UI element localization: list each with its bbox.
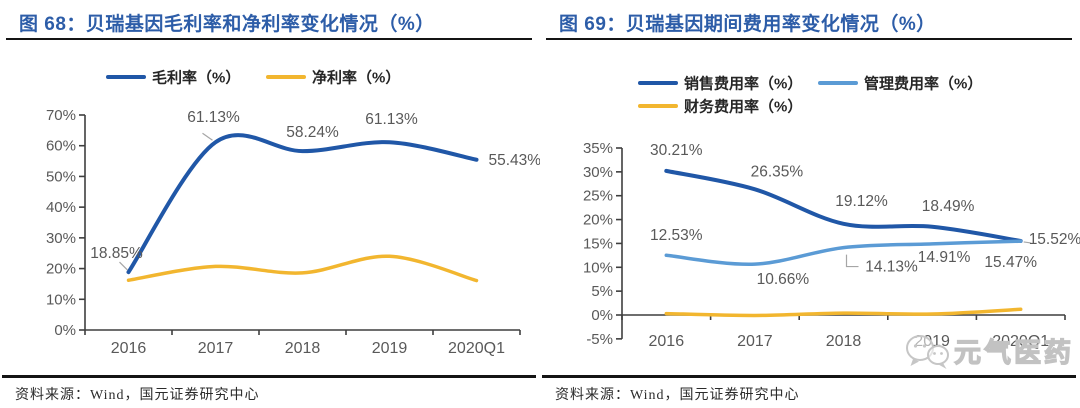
data-label: 61.13%	[187, 109, 240, 126]
x-tick-label: 2020Q1	[448, 340, 505, 357]
legend-label: 财务费用率（%）	[684, 98, 802, 116]
series-line-2	[664, 307, 1023, 318]
y-tick-label: 10%	[46, 291, 76, 308]
y-tick-label: 15%	[583, 235, 613, 252]
series-line-0	[664, 168, 1023, 243]
y-tick-label: 60%	[46, 138, 76, 155]
y-tick-label: 50%	[46, 168, 76, 185]
y-tick-label: 20%	[46, 261, 76, 278]
data-label: 14.13%	[865, 259, 918, 276]
data-label: 15.52%	[1029, 231, 1080, 248]
x-tick-label: 2018	[285, 340, 321, 357]
x-tick-label: 2016	[649, 333, 685, 350]
y-tick-label: 25%	[583, 188, 613, 205]
data-label: 19.12%	[835, 193, 888, 210]
label-leader-line	[119, 261, 128, 271]
figure-68-chart: 70% 60% 50% 40% 30% 20% 10% 0% 2016 2017 2018 2019 2…	[46, 69, 541, 358]
y-tick-label: -5%	[586, 331, 613, 348]
figure-69-source: 资料来源：Wind，国元证券研究中心	[555, 388, 800, 403]
data-label: 26.35%	[751, 163, 804, 180]
x-tick-label: 2020Q1	[992, 333, 1049, 350]
legend-label: 销售费用率（%）	[684, 75, 802, 93]
data-label: 14.91%	[918, 249, 971, 266]
y-tick-label: 5%	[591, 283, 613, 300]
data-label: 18.85%	[90, 245, 143, 262]
figure-69-bottom-divider	[542, 375, 1076, 378]
x-tick-label: 2018	[826, 333, 862, 350]
data-label: 10.66%	[757, 271, 810, 288]
series-line-1	[664, 239, 1023, 266]
figure-68-panel: 图 68：贝瑞基因毛利率和净利率变化情况（%） 70% 60% 50% 40% 30% 2…	[2, 0, 541, 403]
legend-label: 净利率（%）	[312, 69, 400, 87]
data-label: 15.47%	[984, 254, 1037, 271]
data-label: 12.53%	[650, 227, 703, 244]
data-label: 30.21%	[650, 142, 703, 159]
series-line-0	[126, 133, 479, 275]
data-label: 18.49%	[922, 198, 975, 215]
wechat-watermark: 元气医药	[904, 333, 1074, 373]
y-tick-label: 70%	[46, 107, 76, 124]
y-tick-label: 35%	[583, 140, 613, 157]
watermark-text: 元气医药	[953, 337, 1074, 368]
legend-label: 毛利率（%）	[152, 69, 240, 87]
y-tick-label: 40%	[46, 199, 76, 216]
data-label: 58.24%	[286, 124, 339, 141]
x-tick-label: 2017	[198, 340, 234, 357]
series-line-1	[126, 254, 479, 283]
data-label: 61.13%	[365, 111, 418, 128]
label-leader-line	[202, 132, 213, 141]
legend-label: 管理费用率（%）	[864, 75, 982, 93]
x-tick-label: 2019	[372, 340, 408, 357]
figure-69-title: 图 69：贝瑞基因期间费用率变化情况（%）	[546, 0, 1072, 40]
figure-68-title: 图 68：贝瑞基因毛利率和净利率变化情况（%）	[6, 0, 532, 40]
y-tick-label: 0%	[54, 322, 76, 339]
data-label: 55.43%	[489, 152, 541, 169]
figure-69-chart: 35%30%25%20%15%10%5%0%-5%201620172018201…	[583, 75, 1080, 351]
y-tick-label: 0%	[591, 307, 613, 324]
y-tick-label: 30%	[583, 164, 613, 181]
label-leader-line	[1023, 241, 1031, 244]
x-tick-label: 2016	[111, 340, 147, 357]
figure-69-panel: 图 69：贝瑞基因期间费用率变化情况（%） 35% 30% 25% 20% 15% 10%…	[540, 0, 1080, 408]
y-tick-label: 30%	[46, 230, 76, 247]
chat-bubbles-logo-icon	[906, 335, 949, 369]
figure-68-bottom-divider	[2, 375, 536, 378]
label-leader-line	[845, 254, 859, 268]
y-tick-label: 20%	[583, 212, 613, 229]
figure-68-source: 资料来源：Wind，国元证券研究中心	[15, 388, 260, 403]
y-tick-label: 10%	[583, 259, 613, 276]
x-tick-label: 2017	[737, 333, 773, 350]
